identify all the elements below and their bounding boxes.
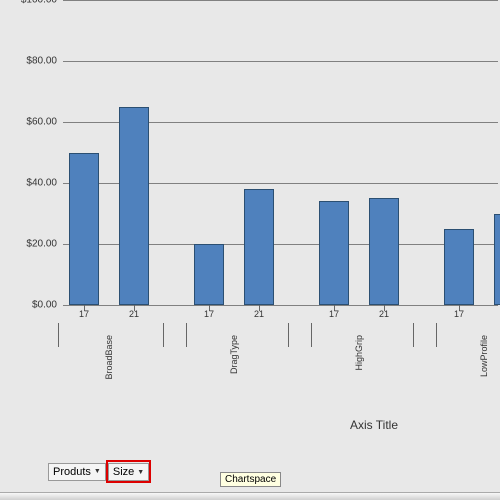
x-tick-label: 17: [329, 305, 339, 319]
group-divider: [163, 323, 164, 347]
y-tick-label: $40.00: [26, 178, 63, 189]
bar: [244, 189, 274, 305]
products-dropdown[interactable]: Produts ▼: [48, 463, 106, 481]
group-divider: [186, 323, 187, 347]
bar: [69, 153, 99, 306]
chevron-down-icon: ▼: [94, 468, 101, 475]
chart-container: $0.00 $20.00 $40.00 $60.00 $80.00 $100.00 17 21…: [0, 0, 500, 500]
group-label: BroadBase: [104, 335, 114, 380]
x-tick-label: 21: [254, 305, 264, 319]
group-divider: [58, 323, 59, 347]
group-divider: [413, 323, 414, 347]
group-label: HighGrip: [354, 335, 364, 371]
group-divider: [288, 323, 289, 347]
y-tick-label: $20.00: [26, 239, 63, 250]
group-label: LowProfile: [479, 335, 489, 377]
bar: [369, 198, 399, 305]
bar: [444, 229, 474, 305]
group-label: DragType: [229, 335, 239, 374]
x-tick-label: 21: [379, 305, 389, 319]
size-dropdown-highlight: Size ▼: [106, 460, 151, 483]
tooltip: Chartspace: [220, 472, 281, 487]
gridline: [63, 61, 498, 62]
x-tick-label: 17: [454, 305, 464, 319]
group-divider: [436, 323, 437, 347]
x-tick-label: 21: [129, 305, 139, 319]
y-tick-label: $100.00: [21, 0, 63, 6]
plot-area: $0.00$20.00$40.00$60.00$80.00$100.001721…: [63, 0, 498, 305]
bar: [194, 244, 224, 305]
y-tick-label: $60.00: [26, 117, 63, 128]
bar: [119, 107, 149, 305]
products-label: Produts: [53, 466, 91, 478]
y-tick-label: $0.00: [32, 300, 63, 311]
size-dropdown[interactable]: Size ▼: [108, 463, 149, 481]
x-axis-title: Axis Title: [350, 418, 398, 432]
size-label: Size: [113, 466, 134, 478]
group-divider: [311, 323, 312, 347]
bar: [494, 214, 500, 306]
chevron-down-icon: ▼: [137, 469, 144, 476]
filter-controls: Produts ▼ Size ▼: [48, 460, 151, 483]
gridline: [63, 0, 498, 1]
x-tick-label: 17: [79, 305, 89, 319]
y-tick-label: $80.00: [26, 56, 63, 67]
bar: [319, 201, 349, 305]
statusbar: [0, 492, 500, 500]
x-tick-label: 17: [204, 305, 214, 319]
